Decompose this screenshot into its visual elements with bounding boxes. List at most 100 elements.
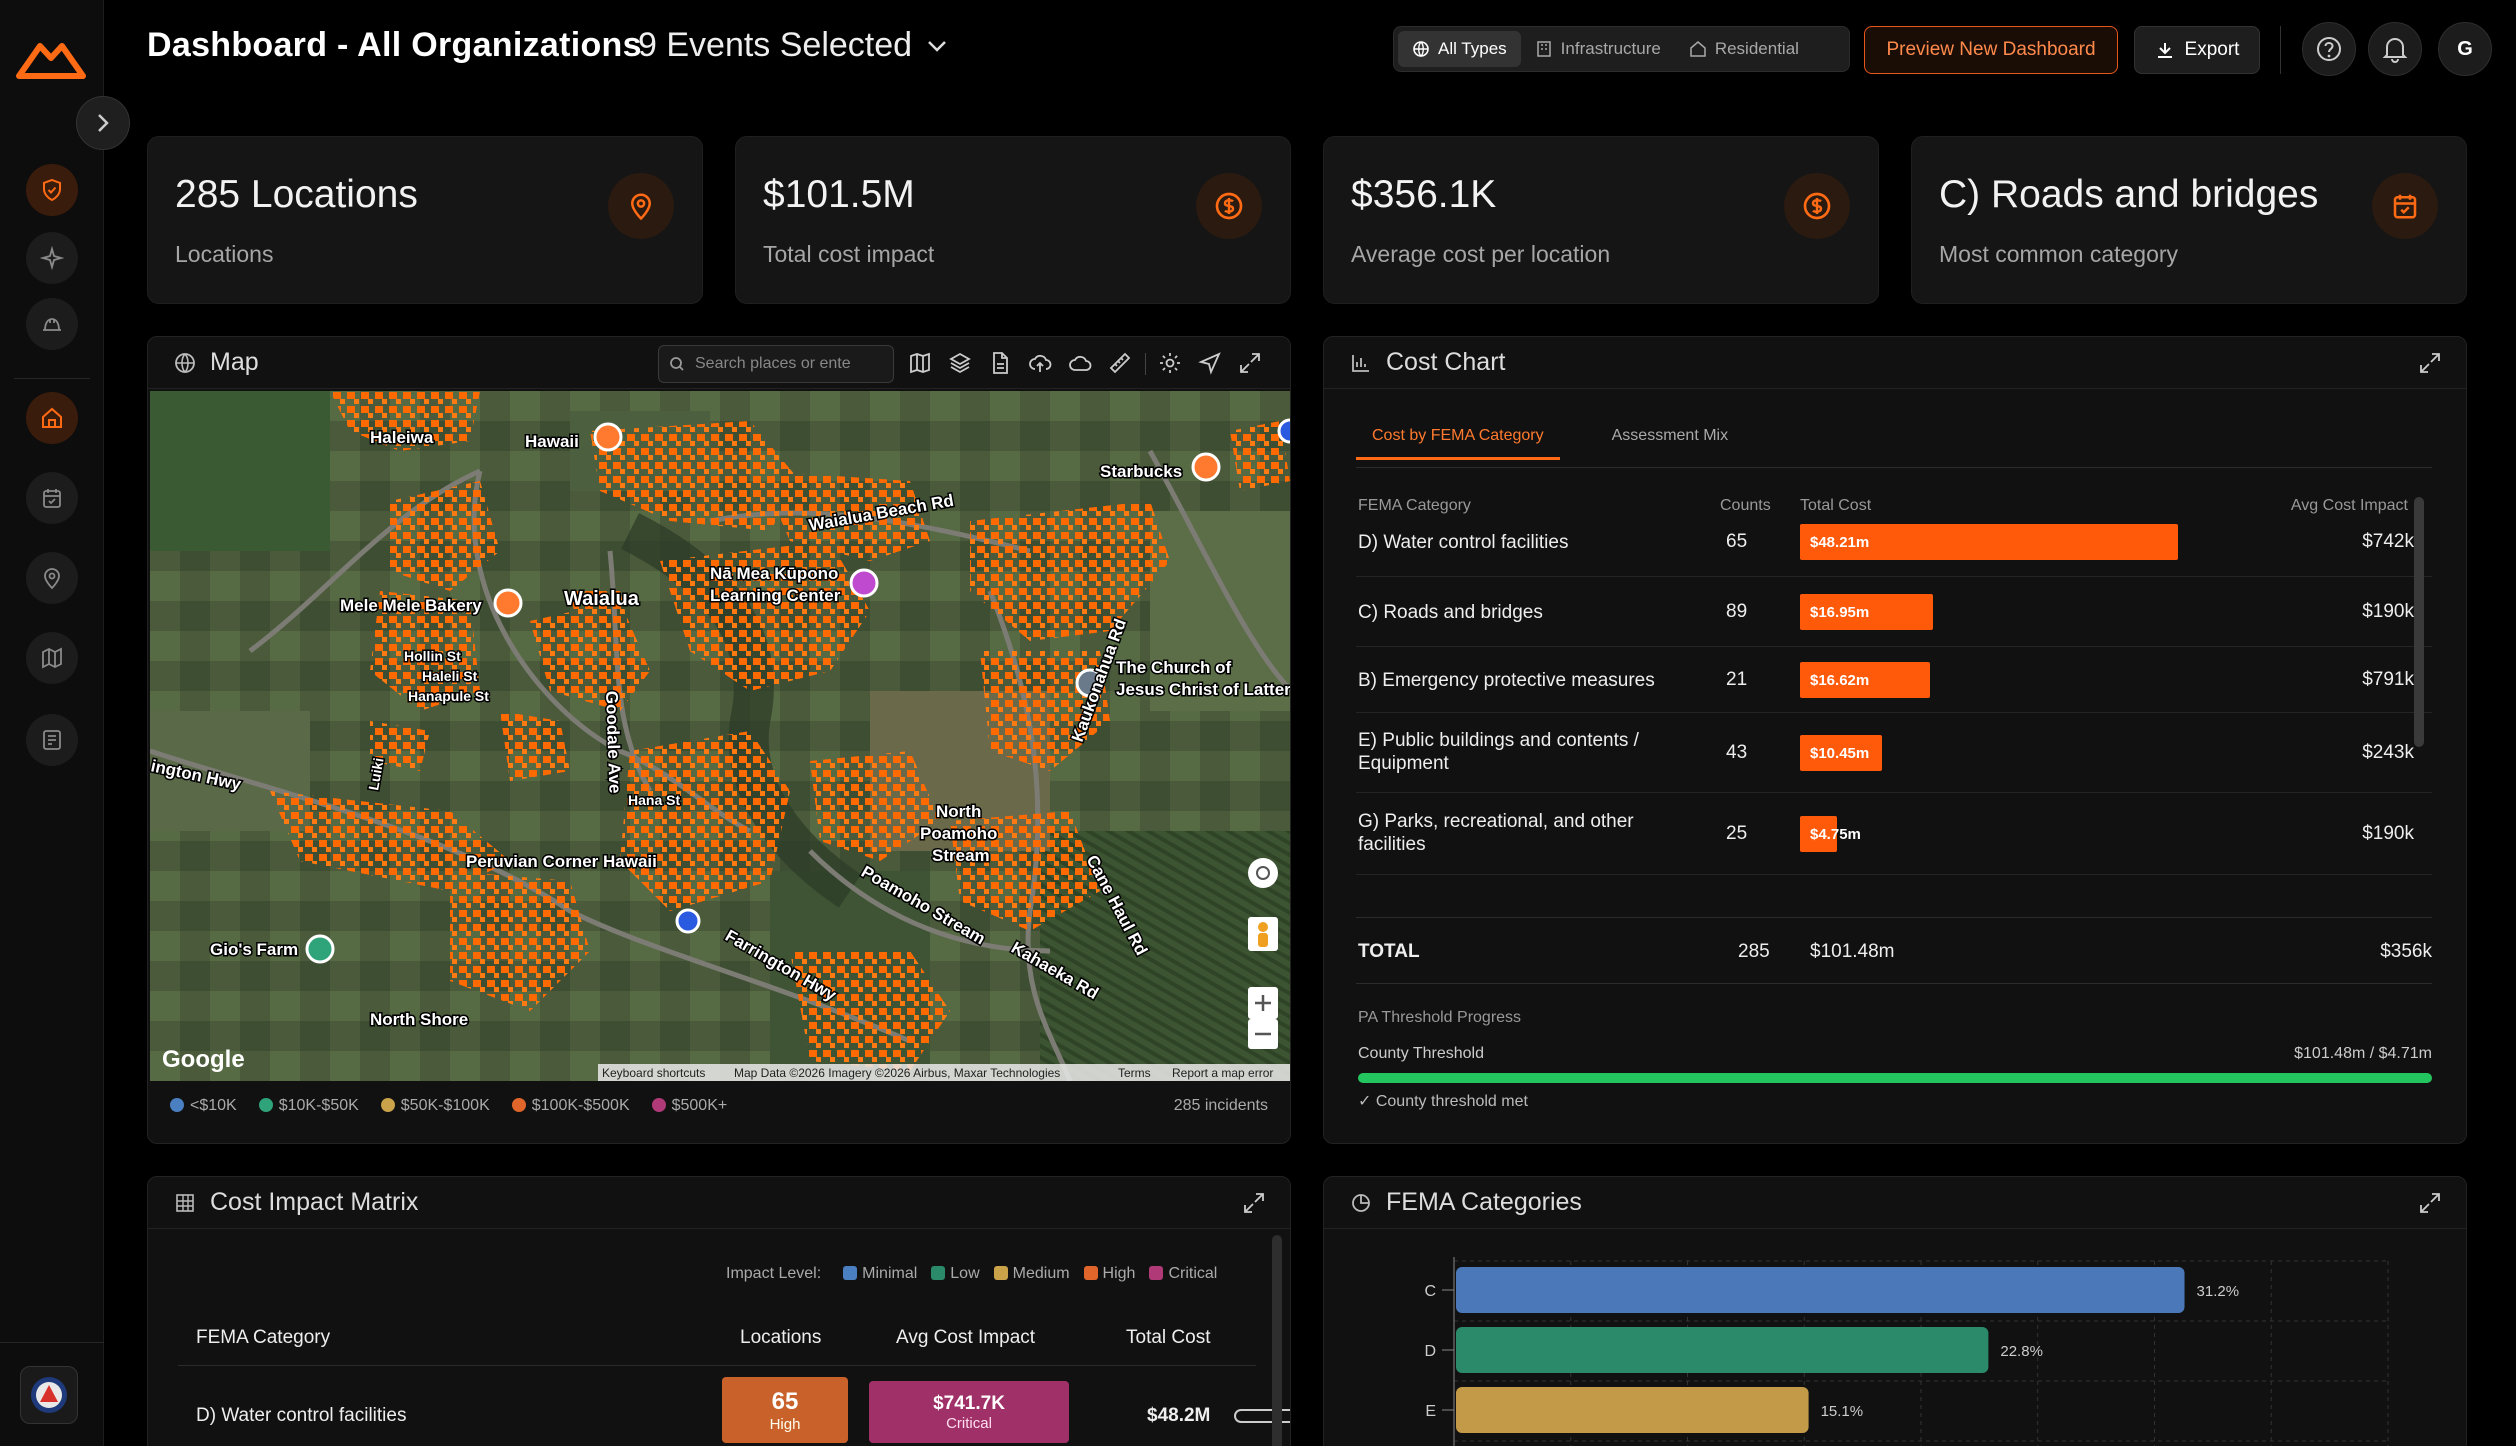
map-label: Hanapule St: [408, 688, 489, 704]
matrix-header: Cost Impact Matrix: [148, 1177, 1290, 1229]
dollar-circle-icon: [1196, 173, 1262, 239]
avatar[interactable]: G: [2438, 22, 2492, 76]
app-logo[interactable]: [16, 38, 86, 85]
fema-bar-e[interactable]: [1456, 1387, 1809, 1433]
type-infrastructure-button[interactable]: Infrastructure: [1521, 31, 1675, 67]
impact-level: Medium: [993, 1265, 1070, 1283]
recenter-icon[interactable]: [1248, 858, 1278, 888]
cost-row[interactable]: D) Water control facilities 65 $48.21m $742…: [1356, 507, 2432, 577]
layers-icon[interactable]: [948, 351, 972, 375]
cost-bar[interactable]: $48.21m: [1800, 524, 2178, 560]
kpi-value: 285 Locations: [175, 173, 418, 216]
sparkle-icon[interactable]: [26, 232, 78, 284]
map-label: Mele Mele Bakery: [340, 596, 482, 615]
fema-bar-d[interactable]: [1456, 1327, 1989, 1373]
calendar-icon[interactable]: [26, 472, 78, 524]
download-icon: [2157, 43, 2172, 58]
scrollbar[interactable]: [1272, 1235, 1282, 1446]
kpi-label: Total cost impact: [763, 241, 935, 267]
hardhat-icon[interactable]: [26, 298, 78, 350]
cost-row-avg: $791k: [2362, 669, 2414, 690]
expand-icon[interactable]: [1242, 1191, 1266, 1215]
gear-icon[interactable]: [1158, 351, 1182, 375]
cloud-icon[interactable]: [1068, 351, 1092, 375]
kpi-label: Average cost per location: [1351, 241, 1611, 267]
impact-level: Minimal: [843, 1265, 917, 1283]
sidebar-toggle-button[interactable]: [76, 96, 130, 150]
cost-row[interactable]: B) Emergency protective measures 21 $16.62…: [1356, 647, 2432, 713]
cost-row-avg: $742k: [2362, 531, 2414, 552]
export-label: Export: [2184, 39, 2240, 60]
shield-icon[interactable]: [26, 164, 78, 216]
map-canvas[interactable]: Waialua Beach Rd Nā Mea Kūpono Learning …: [150, 391, 1290, 1081]
export-button[interactable]: Export: [2134, 26, 2260, 74]
threshold-progress-fill: [1358, 1073, 2432, 1083]
cost-row-category: C) Roads and bridges: [1358, 602, 1543, 623]
map-label: Haleli St: [422, 668, 478, 684]
expand-icon[interactable]: [1238, 351, 1262, 375]
col-header: Counts: [1720, 497, 1771, 514]
search-icon: [670, 357, 684, 371]
map-label: North: [936, 802, 981, 821]
cost-bar[interactable]: $16.62m: [1800, 662, 1931, 698]
home-icon[interactable]: [26, 392, 78, 444]
type-residential-label: Residential: [1714, 39, 1799, 58]
navigate-icon[interactable]: [1198, 351, 1222, 375]
cloud-upload-icon[interactable]: [1028, 351, 1052, 375]
calendar-icon: [2372, 173, 2438, 239]
map-header: Map: [148, 337, 1290, 389]
cost-bar[interactable]: $4.75m: [1800, 816, 1861, 852]
zoom-out-button[interactable]: [1248, 1019, 1278, 1049]
cost-chart-header: Cost Chart: [1324, 337, 2466, 389]
bell-icon[interactable]: [2368, 22, 2422, 76]
house-icon: [1690, 41, 1706, 57]
map-search-input[interactable]: Search places or ente: [658, 345, 894, 383]
matrix-row-category: D) Water control facilities: [196, 1405, 407, 1426]
cost-row[interactable]: C) Roads and bridges 89 $16.95m $190k: [1356, 577, 2432, 647]
cost-bar[interactable]: $16.95m: [1800, 594, 1933, 630]
incidents-count: 285 incidents: [1173, 1097, 1268, 1114]
map-label: Peruvian Corner Hawaii: [466, 852, 657, 871]
street-view-icon[interactable]: [1248, 917, 1278, 951]
cost-bar[interactable]: $10.45m: [1800, 735, 1882, 771]
tab-assessment-mix[interactable]: Assessment Mix: [1611, 427, 1729, 444]
scrollbar[interactable]: [2414, 497, 2424, 747]
matrix-locations-cell[interactable]: 65 High: [722, 1377, 848, 1443]
cost-row-count: 21: [1726, 669, 1748, 690]
matrix-avg-cell[interactable]: $741.7K Critical: [869, 1381, 1069, 1443]
map-label: Nā Mea Kūpono: [710, 564, 838, 583]
attribution-keyboard[interactable]: Keyboard shortcuts: [602, 1066, 705, 1080]
zoom-in-button[interactable]: [1248, 987, 1278, 1019]
total-avg: $356k: [2380, 941, 2432, 962]
preview-dashboard-button[interactable]: Preview New Dashboard: [1864, 26, 2118, 74]
map-label: The Church of: [1116, 658, 1232, 677]
attribution-data: Map Data ©2026 Imagery ©2026 Airbus, Max…: [734, 1066, 1060, 1080]
expand-icon[interactable]: [2418, 351, 2442, 375]
impact-level: Critical: [1149, 1265, 1217, 1283]
events-dropdown[interactable]: 9 Events Selected: [638, 26, 948, 65]
ruler-icon[interactable]: [1108, 351, 1132, 375]
cost-chart-panel: Cost Chart Cost by FEMA Category Assessm…: [1323, 336, 2467, 1144]
org-badge-icon[interactable]: [20, 1366, 78, 1424]
cost-row[interactable]: E) Public buildings and contents / Equip…: [1356, 713, 2432, 793]
attribution-report[interactable]: Report a map error: [1172, 1066, 1273, 1080]
type-all-button[interactable]: All Types: [1398, 31, 1521, 67]
fema-bar-chart: C 31.2% D 22.8% E 15.1%: [1424, 1257, 2389, 1446]
type-residential-button[interactable]: Residential: [1675, 31, 1813, 67]
checklist-icon[interactable]: [26, 714, 78, 766]
expand-icon[interactable]: [2418, 1191, 2442, 1215]
map-book-icon[interactable]: [908, 351, 932, 375]
map-pin-icon[interactable]: [26, 552, 78, 604]
file-icon[interactable]: [988, 351, 1012, 375]
fema-tick-label: E: [1425, 1403, 1436, 1420]
tab-cost-by-category[interactable]: Cost by FEMA Category: [1356, 419, 1560, 460]
attribution-terms[interactable]: Terms: [1118, 1066, 1151, 1080]
cost-row[interactable]: G) Parks, recreational, and other facili…: [1356, 793, 2432, 875]
map-panel: Map Search places or ente: [147, 336, 1291, 1144]
map-label: Learning Center: [710, 586, 841, 605]
scrollbar-horizontal[interactable]: [1234, 1409, 1290, 1423]
impact-legend: Impact Level: Minimal Low Medium High Cr…: [726, 1265, 1217, 1283]
fema-bar-c[interactable]: [1456, 1267, 2185, 1313]
map-icon[interactable]: [26, 632, 78, 684]
help-icon[interactable]: [2302, 22, 2356, 76]
